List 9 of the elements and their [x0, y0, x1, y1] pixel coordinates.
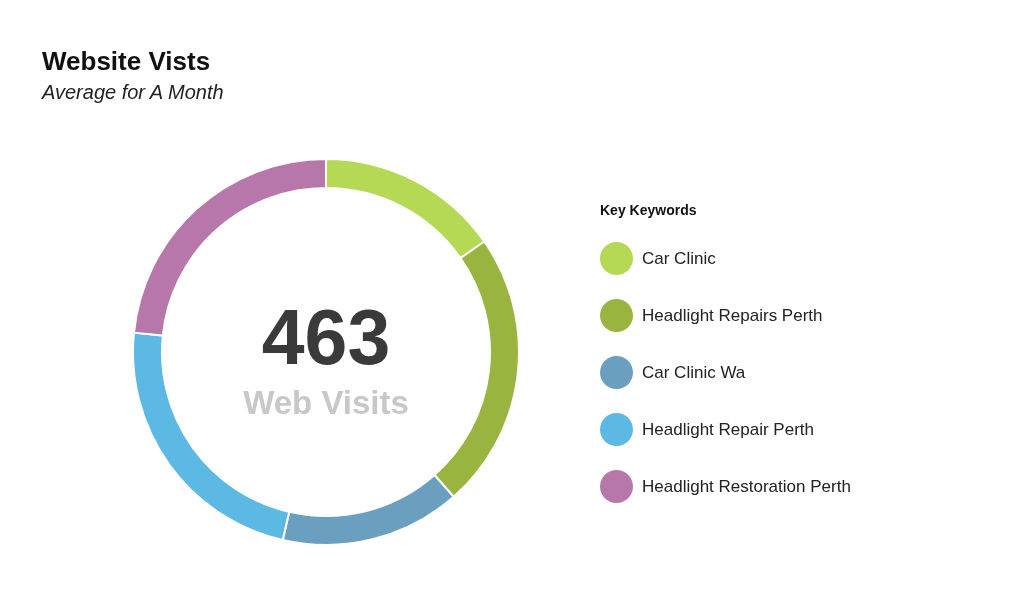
chart-title: Website Vists — [42, 46, 211, 76]
legend-title: Key Keywords — [600, 202, 697, 218]
legend-label: Headlight Repair Perth — [642, 419, 814, 439]
chart-subtitle: Average for A Month — [41, 81, 224, 103]
legend-label: Headlight Restoration Perth — [642, 476, 851, 496]
text: 463 — [261, 294, 391, 380]
legend-label: Car Clinic — [642, 248, 717, 268]
legend-label: Headlight Repairs Perth — [642, 305, 823, 325]
legend-label: Car Clinic Wa — [642, 362, 746, 382]
